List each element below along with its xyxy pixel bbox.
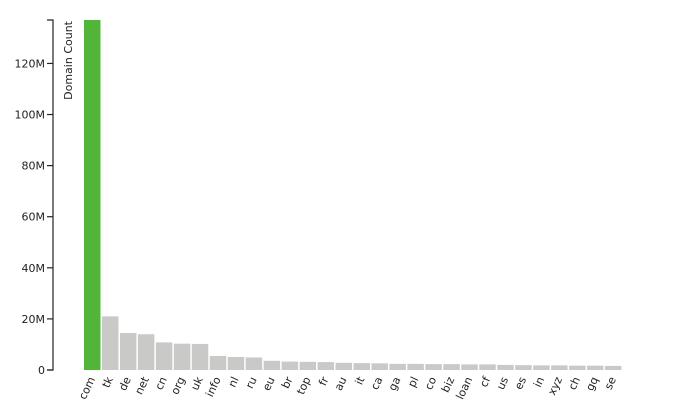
bar-fr[interactable]	[317, 362, 335, 370]
bar-se[interactable]	[605, 365, 622, 370]
y-tick-label: 40M	[22, 262, 46, 275]
bar-xyz[interactable]	[551, 365, 568, 370]
bar-in[interactable]	[533, 365, 550, 370]
bar-it[interactable]	[353, 363, 370, 370]
y-tick-label: 120M	[15, 57, 46, 70]
bar-ch[interactable]	[569, 365, 586, 370]
y-tick-label: 0	[38, 364, 45, 377]
x-tick-label: es	[512, 375, 529, 392]
x-tick-label: gq	[583, 375, 601, 393]
y-tick-label: 80M	[22, 160, 46, 173]
x-tick-label: info	[203, 375, 224, 399]
x-tick-label: ru	[243, 375, 260, 391]
bar-uk[interactable]	[191, 343, 209, 370]
bar-de[interactable]	[119, 332, 137, 370]
x-tick-label: au	[332, 375, 350, 393]
x-tick-label: com	[76, 375, 98, 402]
bar-loan[interactable]	[461, 364, 478, 370]
x-tick-label: nl	[226, 375, 242, 390]
x-tick-label: co	[422, 375, 439, 392]
x-tick-label: org	[168, 375, 187, 397]
bar-ga[interactable]	[389, 363, 406, 370]
y-axis: 0 20M 40M 60M 80M 100M 120M	[15, 19, 54, 377]
bar-br[interactable]	[281, 361, 299, 370]
bar-us[interactable]	[497, 364, 514, 370]
bar-pl[interactable]	[407, 363, 424, 370]
x-tick-label: loan	[454, 375, 476, 402]
bar-net[interactable]	[137, 334, 155, 370]
y-tick-label: 20M	[22, 313, 46, 326]
x-tick-label: de	[116, 375, 134, 393]
bar-cn[interactable]	[155, 342, 173, 370]
x-tick-label: fr	[316, 374, 332, 388]
bar-tk[interactable]	[101, 316, 119, 370]
y-tick-label: 60M	[22, 211, 46, 224]
bar-au[interactable]	[335, 362, 352, 370]
x-tick-label: eu	[260, 375, 278, 393]
bar-ca[interactable]	[371, 363, 388, 370]
bar-top[interactable]	[299, 361, 317, 370]
x-tick-label: cf	[477, 374, 493, 390]
bar-cf[interactable]	[479, 364, 496, 370]
bar-nl[interactable]	[227, 356, 245, 370]
x-tick-label: biz	[439, 375, 458, 395]
bar-org[interactable]	[173, 343, 191, 370]
bar-co[interactable]	[425, 364, 442, 370]
x-tick-label: ch	[566, 375, 583, 392]
x-tick-label: br	[279, 374, 296, 390]
bar-ru[interactable]	[245, 357, 263, 370]
x-tick-label: net	[132, 374, 152, 396]
x-tick-label: us	[494, 375, 511, 392]
y-tick-label: 100M	[15, 109, 46, 122]
bar-biz[interactable]	[443, 364, 460, 370]
x-tick-label: tk	[100, 374, 117, 390]
y-axis-line	[47, 19, 54, 371]
x-tick-label: ga	[386, 375, 404, 393]
x-tick-label: top	[294, 375, 313, 397]
x-tick-label: pl	[405, 375, 421, 390]
x-tick-label: it	[353, 374, 368, 387]
bar-gq[interactable]	[587, 365, 604, 370]
x-tick-label: in	[531, 375, 547, 390]
y-axis-title: Domain Count	[62, 20, 75, 100]
bar-eu[interactable]	[263, 360, 281, 370]
x-tick-label: cn	[153, 375, 170, 392]
x-tick-label: uk	[188, 374, 206, 392]
bar-es[interactable]	[515, 365, 532, 370]
x-tick-label: xyz	[545, 375, 565, 398]
x-tick-label: ca	[368, 375, 385, 392]
bar-com[interactable]	[84, 20, 101, 370]
x-tick-label: se	[602, 375, 619, 392]
bar-info[interactable]	[209, 355, 227, 370]
bars	[84, 20, 622, 370]
